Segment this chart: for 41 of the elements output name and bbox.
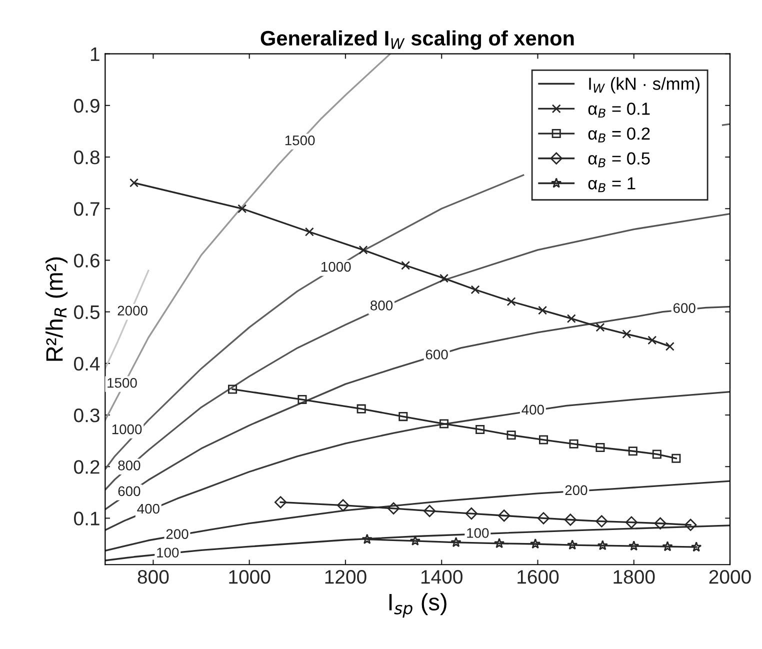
annotation: 1500 xyxy=(108,378,137,388)
annotation: 2000 xyxy=(118,306,148,316)
legend-label: α$_{B}$ = 0.5 xyxy=(588,152,650,168)
x-tick-label: 1400 xyxy=(421,570,462,584)
x-axis-title: I$_{sp}$ (s) xyxy=(389,593,446,618)
y-tick-label: 0.7 xyxy=(74,202,100,216)
x-tick-label: 1200 xyxy=(325,570,366,584)
y-tick-label: 0.4 xyxy=(74,356,100,371)
annotation: 200 xyxy=(166,529,188,539)
y-tick-label: 1 xyxy=(90,48,100,61)
y-tick-label: 0.6 xyxy=(74,254,100,268)
y-tick-label: 0.8 xyxy=(74,150,100,164)
annotation: 400 xyxy=(522,404,544,415)
y-tick-label: 0.5 xyxy=(74,305,100,320)
annotation: 800 xyxy=(118,460,140,470)
y-tick-label: 0.1 xyxy=(74,512,100,526)
chart-title: Generalized I$_{W}$ scaling of xenon xyxy=(260,30,574,50)
x-tick-label: 1000 xyxy=(229,570,270,584)
y-tick-label: 0.9 xyxy=(74,98,100,113)
annotation: 1500 xyxy=(285,135,315,146)
annotation: 600 xyxy=(118,486,140,496)
y-axis-title: R²/h$_{R}$ (m²) xyxy=(46,257,68,361)
annotation: 200 xyxy=(565,485,588,496)
annotation: 100 xyxy=(467,528,489,538)
annotation: 400 xyxy=(137,504,160,514)
y-tick-label: 0.2 xyxy=(74,460,100,474)
x-tick-label: 800 xyxy=(138,570,169,584)
legend-label: α$_{B}$ = 1 xyxy=(588,177,636,192)
y-tick-label: 0.3 xyxy=(74,408,100,422)
x-tick-label: 1800 xyxy=(614,570,655,584)
annotation: 100 xyxy=(157,548,179,558)
legend-label: α$_{B}$ = 0.1 xyxy=(588,102,650,118)
annotation: 1000 xyxy=(321,262,351,272)
legend-label: α$_{B}$ = 0.2 xyxy=(588,127,650,142)
annotation: 800 xyxy=(370,300,393,310)
annotation: 1000 xyxy=(112,424,142,434)
x-tick-label: 2000 xyxy=(709,570,751,584)
annotation: 600 xyxy=(426,350,448,360)
annotation: 600 xyxy=(673,303,696,313)
legend-label: I$_{W}$ (kN · s/mm) xyxy=(589,77,700,94)
x-tick-label: 1600 xyxy=(518,570,559,584)
